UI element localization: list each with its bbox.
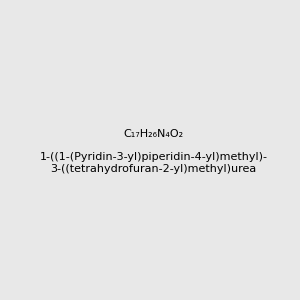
Text: C₁₇H₂₆N₄O₂

1-((1-(Pyridin-3-yl)piperidin-4-yl)methyl)-
3-((tetrahydrofuran-2-yl: C₁₇H₂₆N₄O₂ 1-((1-(Pyridin-3-yl)piperidin… <box>40 129 268 174</box>
